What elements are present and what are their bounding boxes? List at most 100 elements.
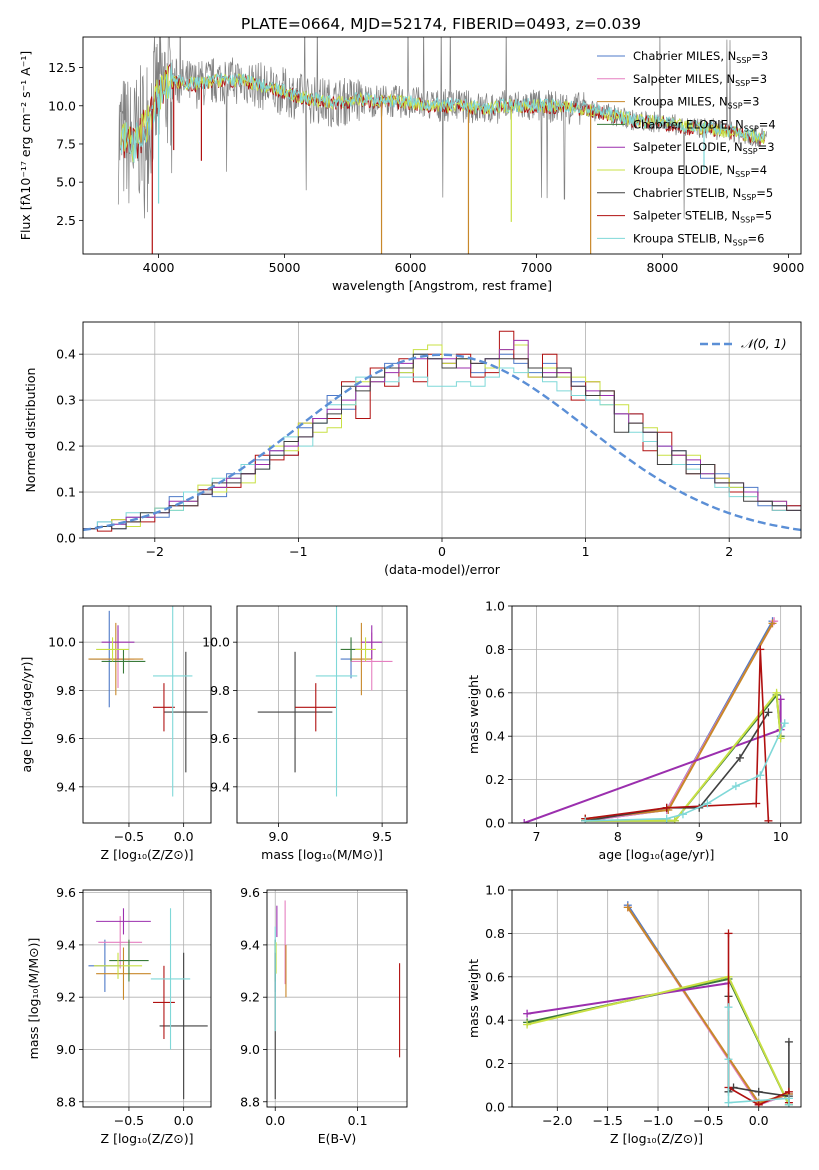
x-tick-label: −2 [146, 544, 164, 559]
legend-entry: 𝒩(0, 1) [741, 336, 787, 351]
y-axis-label: age [log₁₀(age/yr)] [19, 657, 34, 773]
x-tick-label: −1.0 [643, 1113, 673, 1128]
legend-subscript: SSP [735, 170, 750, 179]
mass-vs-Z-plot [88, 908, 208, 1100]
weight-line [585, 692, 782, 822]
x-tick-label: 0.0 [174, 829, 194, 844]
y-tick-label: 0.6 [485, 969, 505, 984]
weight-marker [662, 814, 671, 823]
weight-marker [754, 1087, 763, 1096]
legend-entry: Salpeter MILES, NSSP=3 [633, 72, 767, 88]
x-tick-label: 2 [725, 544, 733, 559]
legend-suffix: =4 [759, 117, 776, 131]
y-tick-label: 0.4 [485, 729, 505, 744]
legend-suffix: =4 [750, 163, 767, 177]
mass-weight-vs-age-frame [511, 605, 802, 824]
y-tick-label: 0.0 [485, 816, 505, 831]
mass-vs-EBV-frame [266, 889, 408, 1108]
x-tick-label: 0.1 [348, 1113, 368, 1128]
legend-entry: Salpeter STELIB, NSSP=5 [633, 209, 772, 225]
legend-label: Chabrier ELODIE, N [633, 117, 744, 131]
weight-marker [780, 719, 789, 728]
x-tick-label: 7 [532, 829, 540, 844]
y-tick-label: 12.5 [48, 60, 76, 75]
error-point [153, 965, 175, 1040]
legend-suffix: =5 [755, 209, 772, 223]
y-tick-label: 9.0 [240, 1042, 260, 1057]
y-tick-label: 9.6 [56, 885, 76, 900]
legend-entry: Kroupa STELIB, NSSP=6 [633, 231, 764, 247]
mass-weight-vs-age-axes: 7 8 9 10 0.0 0.2 0.4 0.6 0.8 1.0 age [log₁₀(age/yr… [466, 599, 801, 862]
weight-marker [678, 810, 687, 819]
age-vs-mass-axes: 9.0 9.5 9.4 9.6 9.8 10.0 mass [log₁₀(M/M⊙)] [202, 606, 407, 862]
y-tick-label: 0.2 [56, 439, 76, 454]
legend-label: Salpeter STELIB, N [633, 209, 740, 223]
y-tick-label: 9.4 [240, 937, 260, 952]
histogram-step [83, 353, 801, 538]
legend-suffix: =3 [758, 140, 775, 154]
weight-marker [724, 1003, 733, 1012]
weight-marker [784, 1100, 793, 1107]
model-spectrum [120, 62, 765, 163]
legend-label: Chabrier MILES, N [633, 49, 736, 63]
legend-label: Salpeter MILES, N [633, 72, 735, 86]
legend-suffix: =5 [756, 186, 773, 200]
age-vs-Z-frame [82, 605, 212, 824]
y-tick-label: 0.6 [485, 685, 505, 700]
y-tick-label: 10.0 [48, 635, 76, 650]
error-point [96, 908, 151, 935]
weight-line [585, 690, 782, 822]
y-tick-label: 9.0 [56, 1042, 76, 1057]
figure-title: PLATE=0664, MJD=52174, FIBERID=0493, z=0… [241, 15, 641, 33]
y-tick-label: 9.6 [56, 731, 76, 746]
age-vs-mass-frame [236, 605, 408, 824]
y-axis-label: mass weight [466, 959, 481, 1038]
x-tick-label: −2.0 [542, 1113, 572, 1128]
legend-subscript: SSP [743, 147, 758, 156]
spectrum-frame [82, 36, 802, 255]
y-tick-label: 0.2 [485, 772, 505, 787]
age-vs-Z-plot [88, 606, 208, 797]
mass-weight-vs-Z-axes: −2.0 −1.5 −1.0 −0.5 0.0 0.0 0.2 0.4 0.6 0.8 1.0 Z [… [466, 883, 801, 1146]
y-axis-label: Flux [fλ10⁻¹⁷ erg cm⁻² s⁻¹ A⁻¹] [18, 51, 33, 240]
x-tick-label: 9.5 [372, 829, 392, 844]
mass-vs-Z-axes: −0.5 0.0 8.8 9.0 9.2 9.4 9.6 Z [log₁₀(Z/Z⊙)] mas… [26, 885, 211, 1146]
x-tick-label: 0.0 [265, 1113, 285, 1128]
x-tick-label: 9 [695, 829, 703, 844]
legend-entry: Kroupa MILES, NSSP=3 [633, 95, 759, 111]
y-tick-label: 9.6 [240, 885, 260, 900]
weight-marker [754, 1100, 763, 1107]
legend-subscript: SSP [735, 79, 750, 88]
weight-marker [662, 803, 671, 812]
y-tick-label: 0.0 [485, 1100, 505, 1115]
weight-marker [724, 1098, 733, 1107]
legend-subscript: SSP [736, 56, 751, 65]
error-point [355, 637, 376, 662]
residuals-axes: −2 −1 0 1 2 0.0 0.1 0.2 0.3 0.4 (data-model)/error… [23, 322, 801, 577]
y-tick-label: 0.0 [56, 531, 76, 546]
x-tick-label: 6000 [395, 260, 427, 275]
x-axis-label: E(B-V) [318, 1131, 357, 1146]
legend-label: Salpeter ELODIE, N [633, 140, 743, 154]
weight-marker [523, 1009, 532, 1018]
y-axis-label: mass [log₁₀(M/M⊙)] [26, 938, 41, 1060]
y-axis-label: mass weight [466, 675, 481, 754]
y-tick-label: 9.8 [210, 683, 230, 698]
x-tick-label: 4000 [143, 260, 175, 275]
y-tick-label: 10.0 [202, 635, 230, 650]
error-point [150, 908, 191, 1050]
legend-entry: Chabrier ELODIE, NSSP=4 [633, 117, 776, 133]
y-tick-label: 7.5 [56, 136, 76, 151]
error-point [351, 622, 372, 696]
weight-marker [768, 619, 777, 628]
error-point [93, 952, 143, 979]
weight-marker [784, 1037, 793, 1046]
x-tick-label: 1 [582, 544, 590, 559]
legend-label: Kroupa STELIB, N [633, 231, 733, 245]
legend-suffix: =3 [743, 95, 760, 109]
y-tick-label: 2.5 [56, 213, 76, 228]
mass-weight-vs-Z-plot [523, 901, 793, 1107]
y-tick-label: 8.8 [56, 1094, 76, 1109]
error-point [361, 625, 383, 660]
